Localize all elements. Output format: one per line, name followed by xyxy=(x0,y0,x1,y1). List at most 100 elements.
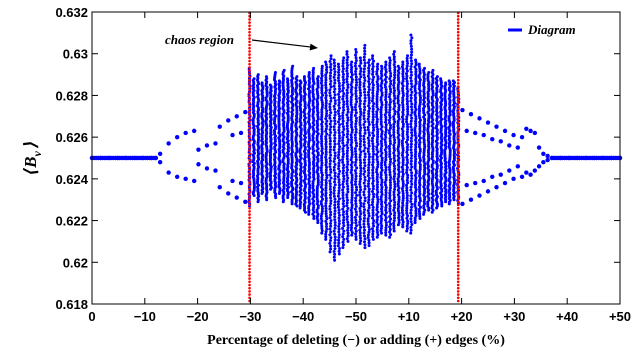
chaos-point xyxy=(409,145,413,149)
chaos-point xyxy=(384,231,388,235)
chaos-point xyxy=(396,129,400,133)
chaos-point xyxy=(401,117,405,121)
chaos-point xyxy=(405,166,409,170)
chaos-point xyxy=(417,138,421,142)
chaos-point xyxy=(328,142,332,146)
chaos-boundary-dot xyxy=(248,88,251,92)
chaos-point xyxy=(367,192,371,196)
chaos-point xyxy=(405,66,409,70)
chaos-point xyxy=(320,98,324,102)
chaos-point xyxy=(409,96,413,100)
chaos-point xyxy=(414,70,418,74)
chaos-point xyxy=(358,107,362,111)
chaos-point xyxy=(320,190,324,194)
chaos-point xyxy=(349,115,353,119)
chaos-point xyxy=(358,120,362,124)
chaos-point xyxy=(384,85,388,89)
chaos-boundary-dot xyxy=(456,296,460,300)
chaos-point xyxy=(350,196,354,200)
chaos-point xyxy=(354,202,358,206)
chaos-point xyxy=(350,191,354,195)
chaos-point xyxy=(384,143,388,147)
chaos-point xyxy=(367,163,371,167)
chaos-point xyxy=(362,143,366,147)
chaos-point xyxy=(384,88,388,92)
chaos-point xyxy=(363,64,367,68)
chaos-point xyxy=(413,89,417,93)
chaos-point xyxy=(401,225,405,229)
chaos-point xyxy=(311,101,315,105)
chaos-point xyxy=(329,244,333,248)
chaos-point xyxy=(328,216,332,220)
chaos-point xyxy=(332,148,336,152)
chaos-point xyxy=(376,162,380,166)
chaos-point xyxy=(392,174,396,178)
chaos-point xyxy=(350,203,354,207)
chaos-point xyxy=(384,183,388,187)
chaos-point xyxy=(405,196,409,200)
chaos-point xyxy=(379,127,383,131)
chaos-point xyxy=(396,163,400,167)
chaos-point xyxy=(371,200,375,204)
chaos-point xyxy=(383,163,387,167)
x-tick-label: +10 xyxy=(398,309,420,324)
chaos-point xyxy=(350,233,354,237)
chaos-point xyxy=(362,231,366,235)
chaos-point xyxy=(447,79,451,83)
chaos-boundary-dot xyxy=(456,78,460,82)
chaos-point xyxy=(366,125,370,129)
chaos-point xyxy=(405,209,409,213)
chaos-point xyxy=(401,199,405,203)
data-point xyxy=(153,155,159,161)
chaos-point xyxy=(379,173,383,177)
chaos-point xyxy=(392,81,396,85)
chaos-point xyxy=(337,112,341,116)
chaos-point xyxy=(363,169,367,173)
chaos-point xyxy=(384,60,388,64)
chaos-point xyxy=(397,103,401,107)
chaos-point xyxy=(397,214,401,218)
chaos-point xyxy=(362,181,366,185)
chaos-boundary-dot xyxy=(456,251,460,255)
chaos-boundary-dot xyxy=(248,178,251,181)
chaos-boundary-dot xyxy=(456,104,460,108)
chaos-point xyxy=(380,130,384,134)
chaos-point xyxy=(388,77,392,81)
chaos-point xyxy=(418,205,422,209)
chaos-boundary-dot xyxy=(456,245,460,248)
chaos-point xyxy=(367,214,371,218)
chaos-point xyxy=(319,214,323,218)
chaos-boundary-dot xyxy=(456,165,460,168)
chaos-boundary-dot xyxy=(456,56,460,60)
y-tick-label: 0.628 xyxy=(55,88,88,103)
chaos-point xyxy=(328,156,332,160)
chaos-point xyxy=(375,140,379,144)
data-point xyxy=(515,145,521,150)
chaos-point xyxy=(409,199,413,203)
chaos-point xyxy=(333,174,337,178)
chaos-point xyxy=(350,80,354,84)
chaos-point xyxy=(354,89,358,93)
chaos-boundary-dot xyxy=(456,213,460,216)
chaos-point xyxy=(384,128,388,132)
chaos-boundary-dot xyxy=(248,139,251,143)
chaos-point xyxy=(388,155,392,159)
chaos-point xyxy=(397,112,401,116)
chaos-point xyxy=(379,71,383,75)
chaos-point xyxy=(375,152,379,156)
data-point xyxy=(468,112,474,117)
chaos-point xyxy=(316,180,320,184)
chaos-boundary-dot xyxy=(248,82,251,85)
chaos-point xyxy=(410,110,414,114)
data-point xyxy=(532,130,538,136)
chaos-point xyxy=(414,169,418,173)
chaos-point xyxy=(333,101,337,105)
chaos-point xyxy=(324,207,328,211)
chaos-point xyxy=(353,105,357,109)
chaos-point xyxy=(341,72,345,76)
chaos-point xyxy=(376,198,380,202)
chaos-point xyxy=(324,186,328,190)
chaos-point xyxy=(383,138,387,142)
chaos-point xyxy=(359,172,363,176)
